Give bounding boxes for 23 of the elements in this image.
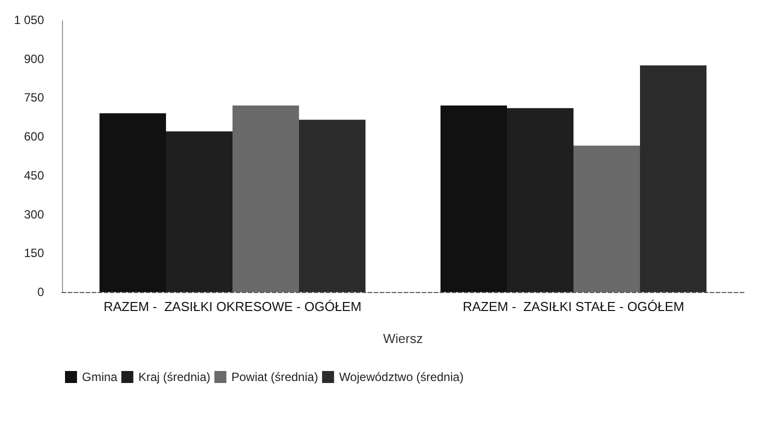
x-axis-title: Wiersz <box>383 331 423 346</box>
bar <box>232 105 299 292</box>
y-tick-label: 600 <box>24 130 44 144</box>
y-tick-label: 900 <box>24 52 44 66</box>
legend-label: Kraj (średnia) <box>138 370 210 384</box>
y-tick-label: 150 <box>24 246 44 260</box>
y-tick-label: 0 <box>37 285 44 299</box>
y-tick-label: 750 <box>24 90 44 105</box>
x-tick-label: RAZEM - ZASIŁKI STAŁE - OGÓŁEM <box>462 299 684 314</box>
bar <box>440 105 508 292</box>
legend-label: Powiat (średnia) <box>231 370 318 384</box>
bar <box>298 120 366 292</box>
y-tick-label: 1 050 <box>14 13 44 27</box>
legend-label: Województwo (średnia) <box>339 370 464 384</box>
legend-label: Gmina <box>82 370 118 384</box>
y-tick-label: 450 <box>24 168 44 182</box>
bar <box>507 108 574 292</box>
bar <box>640 65 706 292</box>
bar <box>100 113 166 292</box>
x-tick-label: RAZEM - ZASIŁKI OKRESOWE - OGÓŁEM <box>104 299 362 314</box>
y-tick-label: 300 <box>24 207 44 222</box>
bar <box>574 146 640 292</box>
bar <box>166 131 232 292</box>
